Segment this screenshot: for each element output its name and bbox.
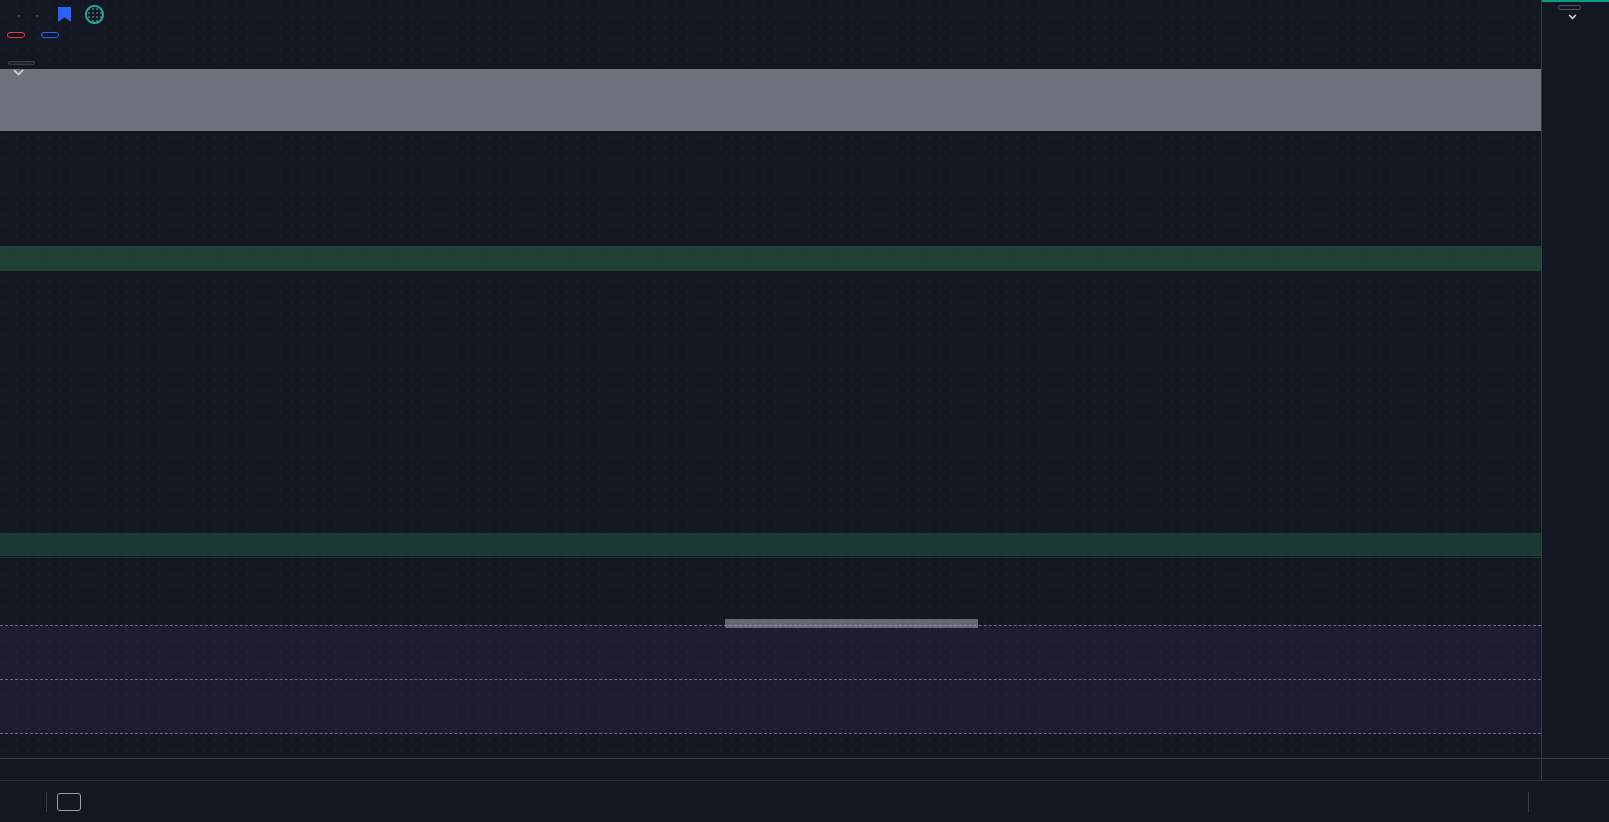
symbol-header: · · bbox=[10, 5, 142, 24]
bid-ask-row bbox=[7, 32, 59, 38]
supply-zone-rectangle[interactable] bbox=[0, 69, 1541, 131]
time-scale[interactable] bbox=[0, 758, 1609, 781]
demand-zone-lower-rectangle[interactable] bbox=[0, 533, 1541, 556]
log-scale-button[interactable] bbox=[1561, 798, 1579, 806]
rsi-indicator-pane[interactable] bbox=[0, 557, 1541, 759]
rsi-lower-level-line bbox=[0, 733, 1541, 734]
toolbar-divider bbox=[46, 792, 47, 812]
demand-zone-upper-rectangle[interactable] bbox=[0, 246, 1541, 271]
toolbar-divider bbox=[1528, 792, 1529, 812]
separator-dot: · bbox=[35, 7, 39, 22]
indicators-collapse-badge[interactable] bbox=[8, 61, 35, 76]
sell-price-button[interactable] bbox=[7, 32, 25, 38]
flag-icon[interactable] bbox=[58, 7, 71, 22]
toolbar-right-group bbox=[1512, 792, 1597, 812]
buy-price-button[interactable] bbox=[41, 32, 59, 38]
ohlc-readout bbox=[118, 8, 142, 22]
separator-dot: · bbox=[17, 7, 21, 22]
rsi-line-canvas bbox=[0, 558, 1541, 759]
rsi-highlight-rectangle[interactable] bbox=[725, 619, 978, 628]
bottom-toolbar bbox=[0, 780, 1609, 822]
price-chart-pane[interactable]: · · bbox=[0, 0, 1541, 557]
currency-dropdown[interactable] bbox=[1558, 5, 1581, 20]
rsi-mid-level-line bbox=[0, 679, 1541, 680]
percent-scale-button[interactable] bbox=[1543, 798, 1561, 806]
go-to-date-button[interactable] bbox=[57, 793, 81, 811]
chevron-down-icon bbox=[1568, 11, 1577, 20]
auto-scale-button[interactable] bbox=[1579, 798, 1597, 806]
exchange-logo-icon bbox=[85, 5, 104, 24]
last-price-badge bbox=[1542, 0, 1609, 2]
axis-corner-divider bbox=[1541, 759, 1542, 781]
candlestick-chart-canvas bbox=[0, 0, 1541, 557]
price-scale[interactable] bbox=[1541, 0, 1609, 758]
